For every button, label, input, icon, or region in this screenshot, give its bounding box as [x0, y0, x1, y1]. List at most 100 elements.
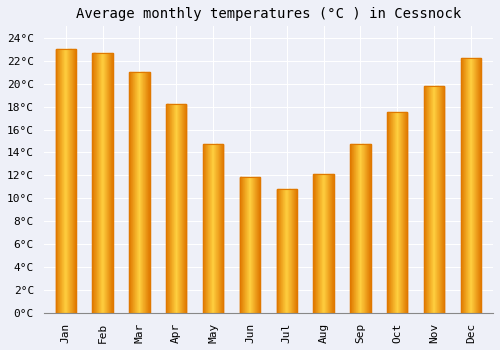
Bar: [389, 112, 390, 313]
Bar: [56, 49, 57, 313]
Bar: [96, 52, 97, 313]
Bar: [439, 86, 440, 313]
Bar: [182, 104, 183, 313]
Bar: [208, 145, 209, 313]
Bar: [242, 176, 243, 313]
Bar: [245, 176, 246, 313]
Bar: [285, 189, 286, 313]
Bar: [97, 52, 98, 313]
Bar: [56, 49, 76, 313]
Bar: [290, 189, 291, 313]
Bar: [333, 174, 334, 313]
Bar: [479, 58, 480, 313]
Bar: [250, 176, 252, 313]
Bar: [136, 72, 137, 313]
Bar: [145, 72, 146, 313]
Bar: [66, 49, 67, 313]
Bar: [167, 104, 168, 313]
Bar: [430, 86, 431, 313]
Bar: [243, 176, 244, 313]
Bar: [130, 72, 132, 313]
Bar: [166, 104, 167, 313]
Bar: [246, 176, 248, 313]
Bar: [443, 86, 444, 313]
Bar: [440, 86, 441, 313]
Bar: [69, 49, 70, 313]
Bar: [295, 189, 296, 313]
Bar: [358, 145, 359, 313]
Bar: [222, 145, 224, 313]
Bar: [171, 104, 172, 313]
Bar: [149, 72, 150, 313]
Bar: [393, 112, 394, 313]
Bar: [398, 112, 400, 313]
Bar: [288, 189, 289, 313]
Bar: [392, 112, 394, 313]
Bar: [284, 189, 285, 313]
Bar: [362, 145, 363, 313]
Bar: [95, 52, 96, 313]
Bar: [61, 49, 62, 313]
Bar: [58, 49, 59, 313]
Bar: [112, 52, 113, 313]
Bar: [396, 112, 398, 313]
Bar: [469, 58, 470, 313]
Bar: [317, 174, 318, 313]
Bar: [62, 49, 63, 313]
Bar: [391, 112, 392, 313]
Bar: [183, 104, 184, 313]
Bar: [146, 72, 147, 313]
Bar: [219, 145, 220, 313]
Bar: [461, 58, 481, 313]
Bar: [99, 52, 100, 313]
Bar: [94, 52, 95, 313]
Bar: [404, 112, 406, 313]
Bar: [462, 58, 463, 313]
Bar: [357, 145, 358, 313]
Bar: [328, 174, 329, 313]
Bar: [258, 176, 260, 313]
Bar: [435, 86, 436, 313]
Bar: [321, 174, 322, 313]
Bar: [212, 145, 213, 313]
Bar: [432, 86, 433, 313]
Bar: [320, 174, 321, 313]
Bar: [368, 145, 370, 313]
Bar: [437, 86, 438, 313]
Bar: [436, 86, 437, 313]
Bar: [316, 174, 317, 313]
Bar: [354, 145, 355, 313]
Bar: [471, 58, 472, 313]
Bar: [400, 112, 402, 313]
Bar: [388, 112, 389, 313]
Bar: [350, 145, 370, 313]
Bar: [426, 86, 428, 313]
Bar: [67, 49, 68, 313]
Bar: [216, 145, 217, 313]
Bar: [314, 174, 334, 313]
Bar: [366, 145, 367, 313]
Bar: [329, 174, 330, 313]
Bar: [323, 174, 324, 313]
Bar: [60, 49, 61, 313]
Bar: [65, 49, 66, 313]
Bar: [327, 174, 328, 313]
Bar: [132, 72, 134, 313]
Bar: [221, 145, 222, 313]
Bar: [142, 72, 143, 313]
Bar: [330, 174, 331, 313]
Bar: [428, 86, 430, 313]
Bar: [282, 189, 284, 313]
Title: Average monthly temperatures (°C ) in Cessnock: Average monthly temperatures (°C ) in Ce…: [76, 7, 461, 21]
Bar: [108, 52, 110, 313]
Bar: [70, 49, 71, 313]
Bar: [331, 174, 332, 313]
Bar: [102, 52, 104, 313]
Bar: [63, 49, 64, 313]
Bar: [252, 176, 254, 313]
Bar: [72, 49, 73, 313]
Bar: [258, 176, 259, 313]
Bar: [468, 58, 469, 313]
Bar: [326, 174, 327, 313]
Bar: [478, 58, 479, 313]
